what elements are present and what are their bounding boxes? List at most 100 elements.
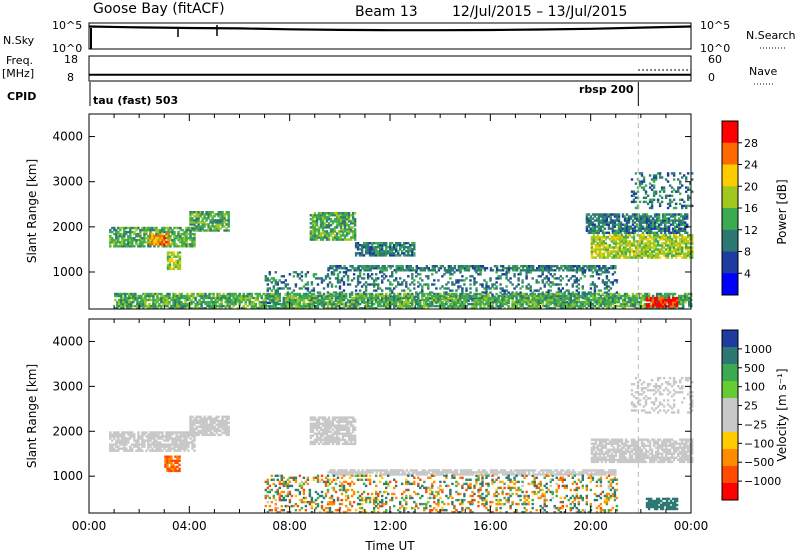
heatmap-cell-213 [165, 245, 168, 248]
heatmap-cell-672 [325, 236, 329, 239]
heatmap-cell-391 [170, 257, 174, 260]
heatmap-cell-1578 [366, 283, 370, 286]
heatmap-cell-161 [151, 239, 154, 242]
heatmap-cell-2146 [605, 283, 609, 286]
heatmap-cell-1114 [431, 265, 434, 268]
heatmap-cell-4878 [640, 174, 644, 177]
heatmap-cell-2024 [555, 283, 558, 286]
heatmap-cell-418 [178, 259, 182, 262]
heatmap-cell-3201 [443, 304, 446, 308]
heatmap-cell-1742 [437, 297, 440, 300]
heatmap-cell-1155 [469, 265, 473, 268]
heatmap-cell-2938 [356, 296, 360, 300]
heatmap-cell-3796 [631, 302, 635, 306]
heatmap-cell-3215 [447, 300, 450, 304]
heatmap-cell-2343 [166, 296, 169, 300]
heatmap-cell-4606 [623, 223, 627, 226]
heatmap-cell-1963 [535, 289, 538, 292]
heatmap-cell-4131 [622, 242, 626, 245]
heatmap-cell-4627 [629, 231, 633, 234]
heatmap-cell-1926 [515, 285, 518, 288]
heatmap-cell-303 [189, 245, 192, 248]
heatmap-cell-2199 [122, 304, 125, 308]
heatmap-cell-817 [351, 222, 355, 225]
heatmap-cell-4434 [687, 240, 690, 243]
heatmap-cell-2019 [553, 277, 556, 280]
heatmap-cell-2354 [170, 298, 173, 302]
heatmap-cell-935 [389, 244, 392, 247]
heatmap-cell-1946 [525, 277, 528, 280]
heatmap-cell-461 [197, 217, 200, 220]
heatmap-cell-3897 [661, 294, 665, 298]
heatmap-cell-1568 [362, 277, 366, 280]
heatmap-cell-3692 [595, 292, 599, 296]
heatmap-cell-3057 [395, 296, 398, 300]
heatmap-cell-1891 [501, 293, 504, 296]
heatmap-cell-4342 [666, 236, 670, 239]
heatmap-cell-1852 [485, 289, 488, 292]
heatmap-cell-108 [137, 239, 140, 242]
heatmap-cell-4118 [620, 248, 624, 251]
heatmap-cell-3966 [688, 304, 691, 308]
heatmap-cell-2399 [184, 307, 187, 310]
heatmap-cell-1844 [481, 291, 484, 294]
heatmap-cell-4265 [650, 242, 654, 245]
heatmap-cell-304 [189, 243, 192, 246]
heatmap-cell-1930 [517, 279, 520, 282]
heatmap-cell-6 [109, 230, 112, 234]
heatmap-cell-4179 [632, 236, 636, 239]
heatmap-cell-1699 [417, 285, 420, 288]
heatmap-cell-2229 [130, 302, 133, 306]
heatmap-cell-3347 [487, 292, 490, 296]
heatmap-cell-706 [331, 228, 335, 231]
heatmap-cell-3280 [465, 294, 468, 298]
heatmap-cell-4644 [633, 221, 637, 224]
heatmap-cell-4820 [680, 229, 683, 232]
heatmap-cell-4445 [689, 236, 692, 239]
heatmap-cell-3744 [613, 304, 617, 308]
heatmap-cell-1016 [341, 267, 344, 270]
heatmap-cell-3800 [631, 294, 635, 298]
heatmap-cell-1625 [385, 275, 388, 278]
heatmap-cell-503 [209, 227, 212, 230]
heatmap-cell-3712 [603, 302, 607, 306]
heatmap-cell-86 [131, 245, 134, 248]
heatmap-cell-4166 [630, 250, 634, 253]
heatmap-cell-756 [339, 212, 343, 215]
heatmap-cell-1455 [318, 291, 322, 294]
heatmap-cell-4286 [654, 238, 658, 241]
heatmap-cell-1771 [451, 295, 454, 298]
heatmap-cell-741 [337, 216, 341, 219]
heatmap-cell-3839 [643, 296, 647, 300]
heatmap-cell-4575 [615, 229, 619, 232]
heatmap-cell-4124 [620, 234, 624, 237]
heatmap-cell-546 [219, 215, 222, 218]
heatmap-cell-4861 [634, 192, 638, 195]
heatmap-cell-4446 [689, 234, 692, 237]
heatmap-cell-415 [178, 265, 182, 269]
heatmap-cell-2108 [591, 275, 595, 278]
heatmap-cell-3461 [525, 292, 528, 296]
heatmap-cell-3335 [485, 300, 488, 304]
heatmap-cell-4554 [609, 219, 613, 222]
heatmap-cell-689 [327, 218, 331, 221]
heatmap-cell-3556 [555, 302, 558, 306]
heatmap-cell-4832 [682, 217, 685, 220]
heatmap-cell-2918 [350, 298, 354, 302]
heatmap-cell-913 [381, 244, 384, 247]
heatmap-cell-3592 [565, 302, 568, 306]
heatmap-cell-4155 [628, 256, 632, 259]
heatmap-cell-2742 [294, 300, 298, 304]
heatmap-cell-3252 [459, 307, 462, 310]
heatmap-cell-1377 [282, 275, 285, 278]
heatmap-cell-3689 [595, 300, 599, 304]
heatmap-cell-4105 [618, 254, 622, 257]
heatmap-cell-4225 [642, 244, 646, 247]
heatmap-cell-3107 [411, 307, 414, 310]
heatmap-cell-3514 [541, 298, 544, 302]
heatmap-cell-1463 [322, 279, 326, 282]
heatmap-cell-2651 [266, 294, 269, 298]
heatmap-cell-3081 [403, 300, 406, 304]
heatmap-cell-3495 [535, 298, 538, 302]
heatmap-cell-4583 [617, 227, 621, 230]
